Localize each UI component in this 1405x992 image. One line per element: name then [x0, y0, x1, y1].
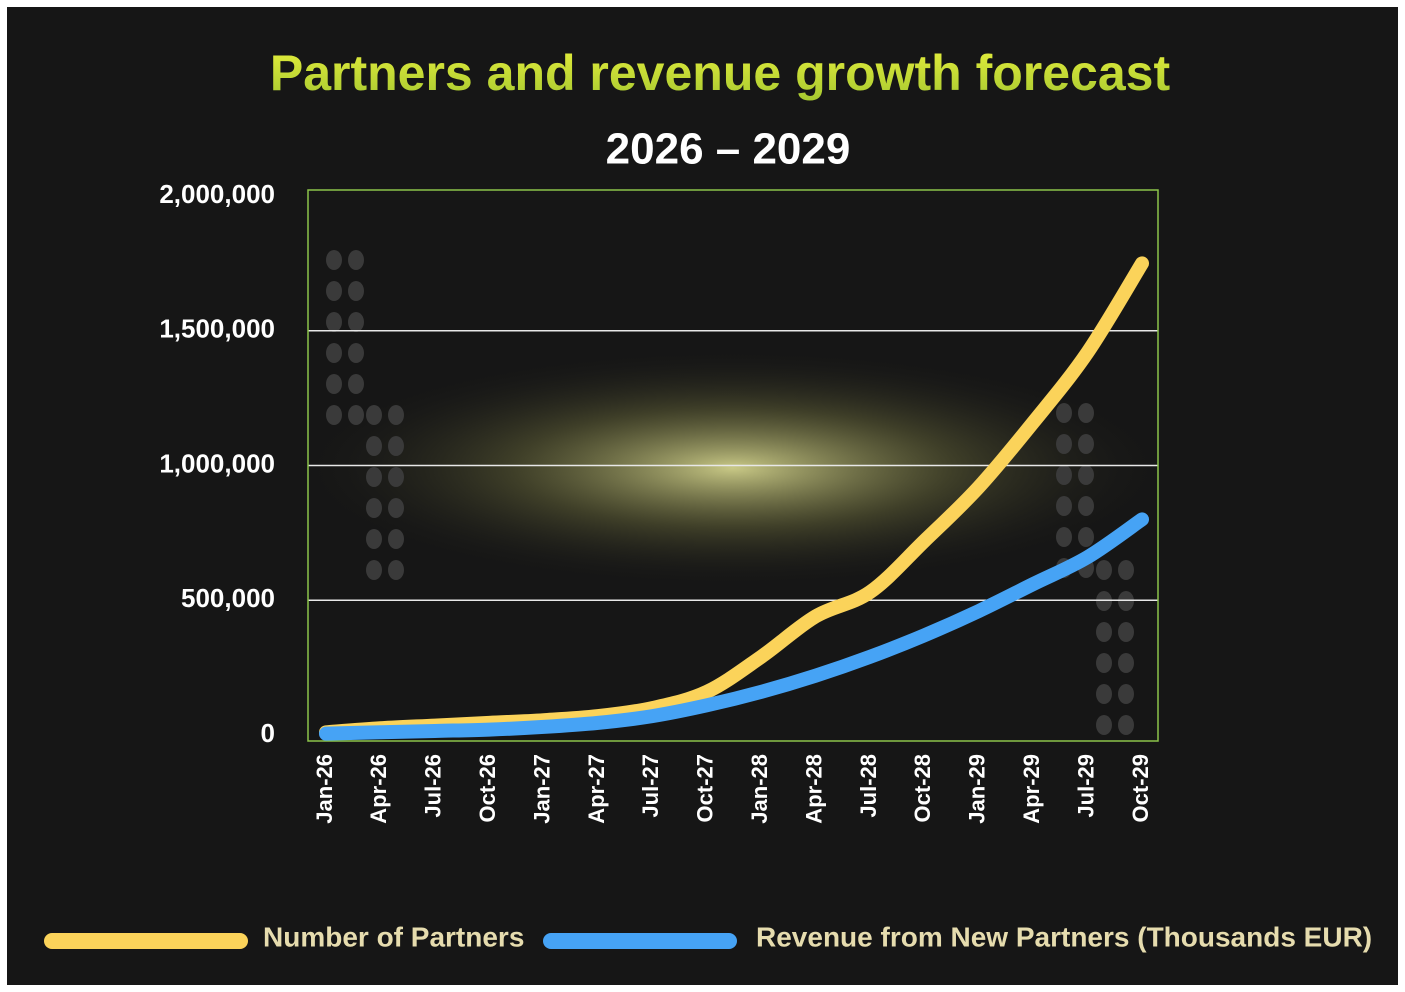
legend-label: Revenue from New Partners (Thousands EUR…	[756, 921, 1372, 952]
decoration-dot	[366, 529, 382, 549]
y-tick-label: 500,000	[181, 583, 275, 613]
decoration-dot	[326, 374, 342, 394]
decoration-dot	[388, 529, 404, 549]
decoration-dot	[1078, 434, 1094, 454]
decoration-dot	[1096, 653, 1112, 673]
decoration-dot	[1078, 403, 1094, 423]
y-tick-label: 1,000,000	[159, 448, 275, 478]
decoration-dot	[326, 405, 342, 425]
legend-label: Number of Partners	[263, 921, 524, 952]
decoration-dot	[1096, 560, 1112, 580]
x-tick-label: Oct-29	[1128, 754, 1153, 822]
x-tick-label: Jul-28	[856, 754, 881, 818]
x-tick-label: Jul-26	[421, 754, 446, 818]
decoration-dot	[326, 281, 342, 301]
y-tick-label: 0	[261, 718, 275, 748]
glow	[293, 348, 1173, 588]
decoration-dot	[1118, 622, 1134, 642]
decoration-dot	[366, 560, 382, 580]
decoration-dot	[348, 250, 364, 270]
decoration-dots	[326, 250, 1134, 735]
x-tick-label: Apr-28	[801, 754, 826, 824]
y-tick-label: 2,000,000	[159, 179, 275, 209]
decoration-dot	[1118, 653, 1134, 673]
decoration-dot	[1056, 434, 1072, 454]
decoration-dot	[1056, 465, 1072, 485]
y-tick-label: 1,500,000	[159, 314, 275, 344]
decoration-dot	[348, 405, 364, 425]
decoration-dot	[1078, 527, 1094, 547]
decoration-dot	[388, 405, 404, 425]
decoration-dot	[348, 312, 364, 332]
decoration-dot	[366, 467, 382, 487]
decoration-dot	[1056, 527, 1072, 547]
x-tick-label: Apr-27	[584, 754, 609, 824]
x-tick-label: Oct-26	[475, 754, 500, 822]
decoration-dot	[388, 436, 404, 456]
decoration-dot	[366, 498, 382, 518]
decoration-dot	[1056, 496, 1072, 516]
x-tick-label: Apr-26	[366, 754, 391, 824]
decoration-dot	[1118, 715, 1134, 735]
decoration-dot	[1118, 560, 1134, 580]
decoration-dot	[326, 343, 342, 363]
decoration-dot	[348, 343, 364, 363]
chart-subtitle: 2026 – 2029	[606, 125, 851, 174]
x-tick-label: Jul-29	[1073, 754, 1098, 818]
decoration-dot	[388, 498, 404, 518]
decoration-dot	[388, 560, 404, 580]
decoration-dot	[1096, 684, 1112, 704]
decoration-dot	[366, 436, 382, 456]
decoration-dot	[326, 312, 342, 332]
x-tick-label: Jan-28	[747, 754, 772, 824]
decoration-dot	[1096, 715, 1112, 735]
decoration-dot	[388, 467, 404, 487]
x-tick-label: Jan-27	[529, 754, 554, 824]
decoration-dot	[366, 405, 382, 425]
chart-title: Partners and revenue growth forecast	[270, 45, 1171, 101]
decoration-dot	[1096, 622, 1112, 642]
decoration-dot	[348, 281, 364, 301]
x-tick-label: Jul-27	[638, 754, 663, 818]
x-tick-label: Jan-29	[965, 754, 990, 824]
x-tick-label: Jan-26	[312, 754, 337, 824]
decoration-dot	[1056, 403, 1072, 423]
line-series	[319, 512, 1149, 741]
decoration-dot	[1078, 496, 1094, 516]
x-tick-label: Oct-28	[910, 754, 935, 822]
x-tick-label: Apr-29	[1019, 754, 1044, 824]
decoration-dot	[348, 374, 364, 394]
decoration-dot	[1118, 684, 1134, 704]
plot-border	[307, 189, 1159, 742]
decoration-dot	[1078, 465, 1094, 485]
x-tick-label: Oct-27	[693, 754, 718, 822]
decoration-dot	[326, 250, 342, 270]
